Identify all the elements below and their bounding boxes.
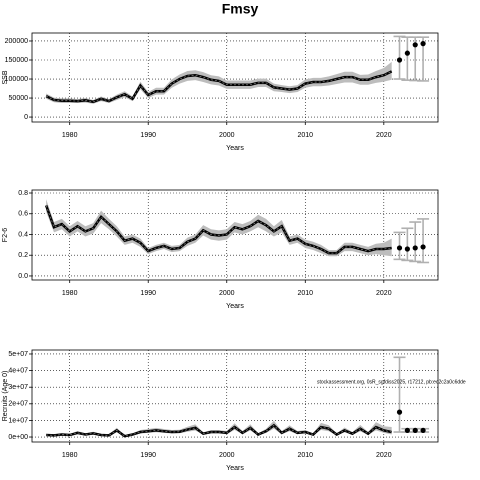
- y-tick-label: 2e+07: [8, 401, 28, 408]
- plot-box: [31, 189, 439, 281]
- confidence-band: [46, 61, 392, 104]
- x-tick-label: 2000: [219, 452, 235, 459]
- x-tick-label: 2000: [219, 132, 235, 139]
- y-tick-label: 200000: [5, 38, 28, 45]
- y-tick-label: 50000: [9, 95, 29, 102]
- annotation: stockassessment.org, 0sR_sgfdiss2025, r1…: [317, 379, 466, 385]
- forecast-point: [404, 50, 410, 56]
- x-tick-label: 1990: [140, 452, 156, 459]
- x-axis-title: Years: [226, 303, 244, 310]
- forecast-point: [420, 41, 426, 47]
- forecast-point: [420, 427, 426, 433]
- y-tick-label: 0.8: [18, 190, 28, 197]
- x-tick-label: 2010: [297, 452, 313, 459]
- y-tick-label: 5e+07: [8, 351, 28, 358]
- x-axis-title: Years: [226, 145, 244, 152]
- x-axis-title: Years: [226, 465, 244, 472]
- plot-box: [31, 349, 439, 443]
- y-axis-title: Recruits (Age 0): [2, 371, 9, 422]
- x-tick-label: 1980: [62, 290, 78, 297]
- forecast-point: [404, 427, 410, 433]
- x-tick-label: 2020: [376, 290, 392, 297]
- y-tick-label: 0: [24, 114, 28, 121]
- x-tick-label: 2010: [297, 290, 313, 297]
- y-tick-label: 0e+00: [8, 434, 28, 441]
- forecast-point: [412, 427, 418, 433]
- x-tick-label: 2020: [376, 132, 392, 139]
- y-tick-label: 100000: [5, 76, 28, 83]
- x-tick-label: 1990: [140, 132, 156, 139]
- y-tick-label: 4e+07: [8, 367, 28, 374]
- forecast-point: [396, 57, 403, 63]
- x-tick-label: 2010: [297, 132, 313, 139]
- y-tick-label: 0.0: [18, 273, 28, 280]
- forecast-point: [420, 244, 426, 250]
- x-tick-label: 1980: [62, 132, 78, 139]
- x-tick-label: 1990: [140, 290, 156, 297]
- x-tick-label: 2020: [376, 452, 392, 459]
- forecast-point: [412, 42, 418, 48]
- y-tick-label: 0.4: [18, 231, 28, 238]
- estimate-line-dash: [45, 71, 392, 103]
- y-tick-label: 0.6: [18, 211, 28, 218]
- forecast-point: [396, 245, 403, 251]
- y-axis-title: SSB: [2, 70, 9, 84]
- estimate-line-dash: [45, 205, 392, 254]
- plot-box: [31, 32, 439, 123]
- y-tick-label: 1e+07: [8, 417, 28, 424]
- forecast-point: [396, 409, 403, 415]
- chart-title: Fmsy: [222, 1, 259, 17]
- estimate-line-dash: [46, 424, 392, 437]
- y-tick-label: 150000: [5, 57, 28, 64]
- x-tick-label: 2000: [219, 290, 235, 297]
- y-axis-title: F2-6: [2, 228, 9, 243]
- x-tick-label: 1980: [62, 452, 78, 459]
- y-tick-label: 0.2: [18, 252, 28, 259]
- forecast-point: [404, 246, 410, 252]
- y-tick-label: 3e+07: [8, 384, 28, 391]
- forecast-point: [412, 245, 418, 251]
- confidence-band: [46, 199, 392, 257]
